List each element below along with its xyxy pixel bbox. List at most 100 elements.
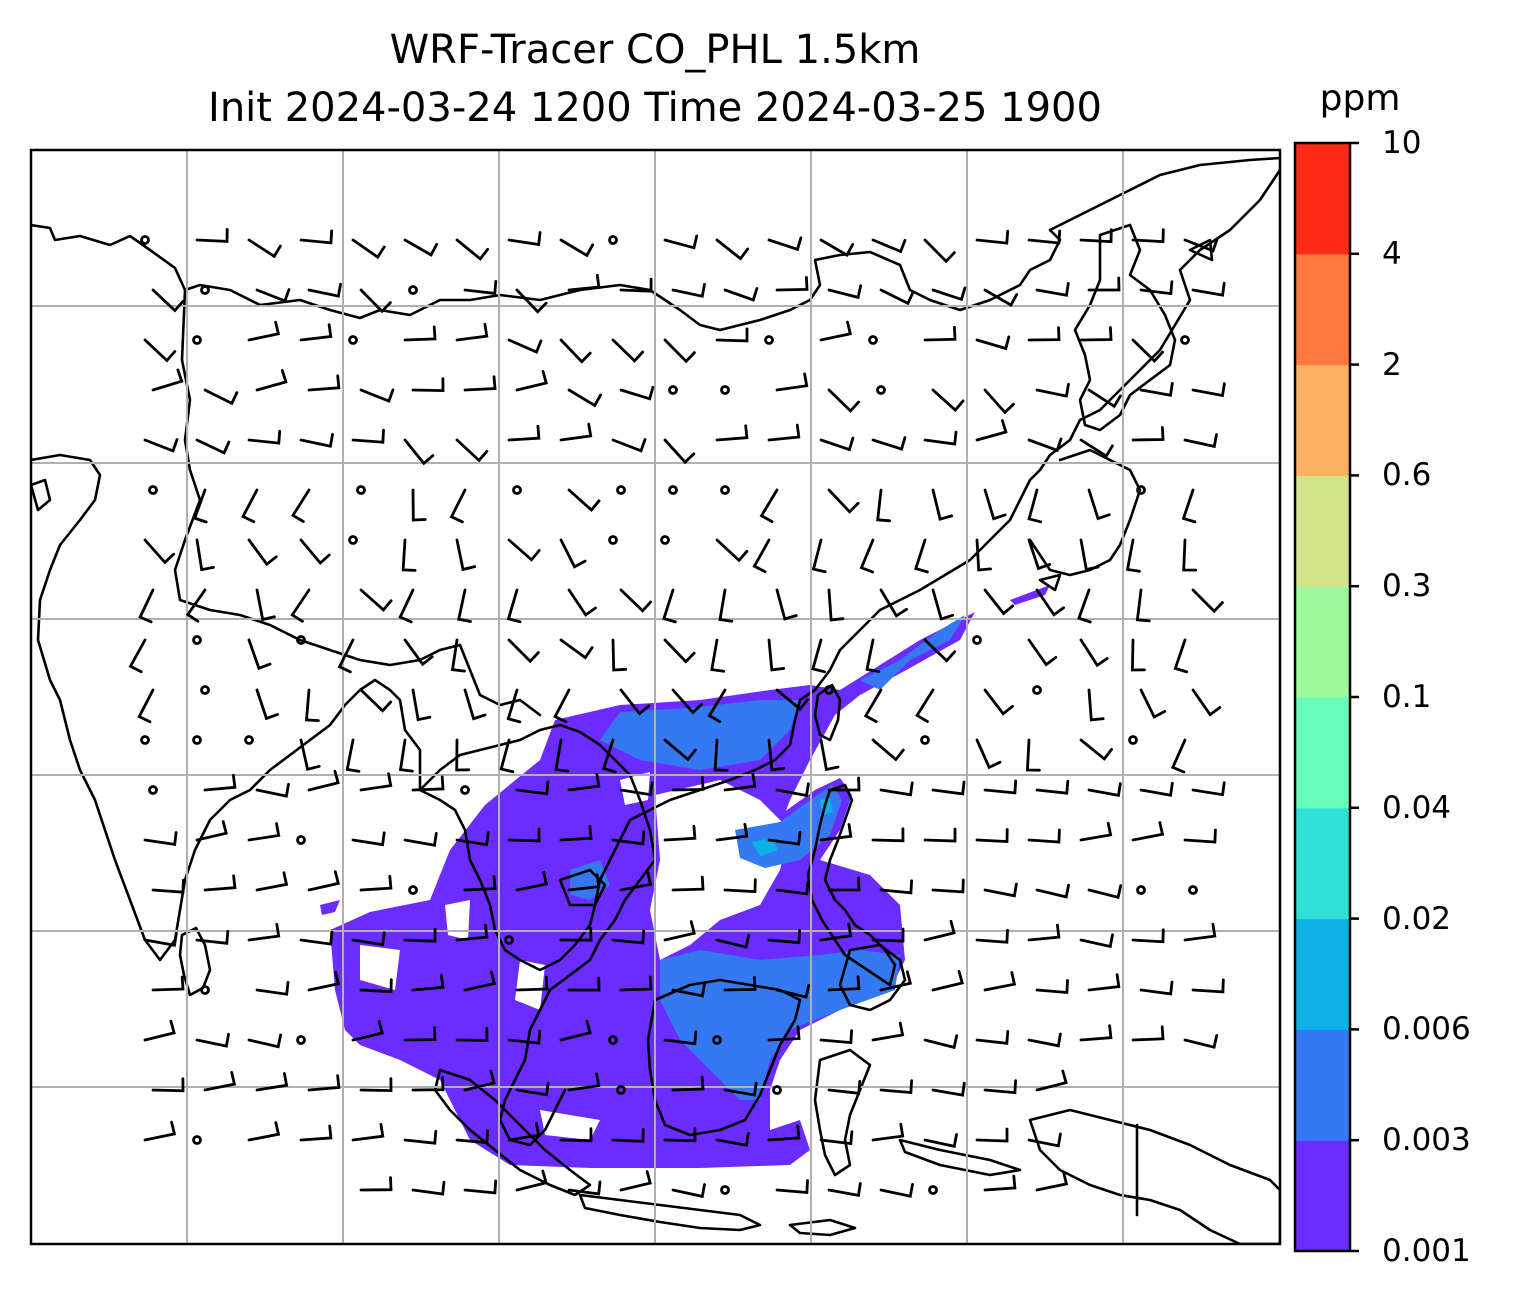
wind-barb: [1183, 922, 1217, 942]
wind-barb: [767, 236, 803, 252]
wind-barb: [819, 320, 852, 342]
wind-barb: [1131, 928, 1165, 944]
wind-barb: [143, 338, 177, 363]
wind-barb: [507, 1029, 542, 1045]
wind-barb: [559, 538, 587, 569]
calm-wind-marker: [720, 385, 730, 395]
wind-barb: [351, 238, 386, 260]
wind-barb: [553, 688, 571, 724]
mid-east-strip: [860, 615, 965, 690]
wind-barb: [923, 238, 956, 264]
wind-barb: [1077, 588, 1092, 624]
map-frame: [29, 148, 1282, 1246]
calm-wind-marker: [608, 235, 618, 245]
calm-wind-marker: [1136, 485, 1146, 495]
wind-barb: [351, 428, 385, 444]
wind-barb: [291, 488, 311, 523]
wind-barb: [403, 832, 438, 847]
wind-barb: [1183, 828, 1217, 844]
wind-barb: [554, 738, 570, 773]
wind-barb: [915, 688, 935, 723]
wind-barb: [879, 781, 914, 797]
coast-bangladesh: [343, 678, 422, 792]
wind-barb: [827, 1079, 862, 1095]
wind-barb: [515, 1081, 550, 1097]
calm-wind-marker: [608, 1035, 618, 1045]
colorbar-tick-label: 0.001: [1382, 1233, 1471, 1269]
wind-barb: [619, 588, 653, 613]
wind-barb: [307, 282, 342, 298]
colorbar-band-5: [1295, 586, 1350, 698]
wind-barb: [1087, 884, 1123, 900]
wind-barb: [255, 288, 291, 303]
wind-barb: [151, 288, 185, 313]
colorbar-tick-label: 10: [1382, 125, 1422, 161]
calm-wind-marker: [824, 685, 834, 695]
wind-barb: [819, 823, 853, 842]
wind-barb: [663, 1030, 698, 1046]
wind-barb: [1183, 238, 1219, 253]
wind-barb: [1182, 538, 1198, 572]
wind-barb: [307, 769, 340, 792]
wind-barb: [879, 879, 913, 895]
wind-barb: [255, 782, 290, 798]
wind-barb: [299, 538, 331, 566]
wind-barb: [411, 775, 445, 792]
wind-barb: [871, 738, 905, 762]
colorbar-tick-label: 0.04: [1382, 789, 1452, 826]
wind-barb: [975, 419, 1008, 442]
wind-barb: [1027, 1032, 1062, 1048]
wind-barb: [403, 1129, 438, 1145]
wind-barb: [715, 538, 749, 563]
wind-barb: [351, 831, 386, 847]
calm-wind-marker: [1136, 885, 1146, 895]
colorbar-tick-label: 0.006: [1382, 1011, 1471, 1048]
coast-newguinea: [1028, 1108, 1280, 1244]
wind-barb: [723, 878, 757, 894]
wind-barb: [931, 878, 965, 894]
wind-barb: [710, 638, 726, 673]
wind-barb: [455, 438, 489, 463]
wind-barb: [923, 1034, 959, 1050]
wind-barb: [827, 876, 861, 892]
wind-barb: [307, 374, 341, 392]
wind-barb: [463, 875, 497, 892]
wind-barb: [515, 975, 549, 992]
wind-barb: [1087, 388, 1122, 409]
colorbar-tick-label: 0.02: [1382, 900, 1452, 937]
wind-barb: [715, 822, 749, 842]
wind-barb: [718, 588, 734, 623]
wind-barb: [983, 388, 1015, 415]
gridlines: [31, 150, 1280, 1244]
wind-barb: [203, 388, 239, 406]
calm-wind-marker: [920, 735, 930, 745]
wind-barb: [299, 229, 334, 245]
wind-barb: [827, 284, 863, 300]
coast-sulawesi: [813, 1048, 872, 1177]
wind-barb: [203, 874, 237, 892]
wind-barb: [611, 830, 646, 846]
wind-barb: [914, 538, 929, 574]
wind-barb: [1087, 973, 1121, 992]
wind-barb: [195, 538, 215, 572]
wind-barb: [767, 1025, 801, 1042]
wind-barb: [455, 1129, 489, 1145]
wind-barb: [463, 1069, 496, 1092]
wind-barb: [351, 1020, 384, 1042]
wind-barb: [463, 280, 498, 295]
wind-barb: [871, 927, 905, 943]
wind-barb: [307, 870, 341, 892]
wind-barb: [1079, 933, 1114, 949]
coast-korea: [1073, 223, 1177, 432]
wind-barb: [247, 1121, 281, 1142]
wind-barb: [619, 975, 653, 992]
wind-barb: [923, 827, 957, 843]
wind-barb: [457, 588, 472, 623]
wind-barb: [411, 377, 445, 393]
wind-barb: [359, 288, 392, 314]
wind-barb: [879, 1183, 914, 1198]
wind-barb: [619, 871, 653, 892]
wind-barb: [241, 488, 259, 524]
wind-barb: [975, 1127, 1009, 1143]
wind-barb: [1191, 588, 1224, 614]
